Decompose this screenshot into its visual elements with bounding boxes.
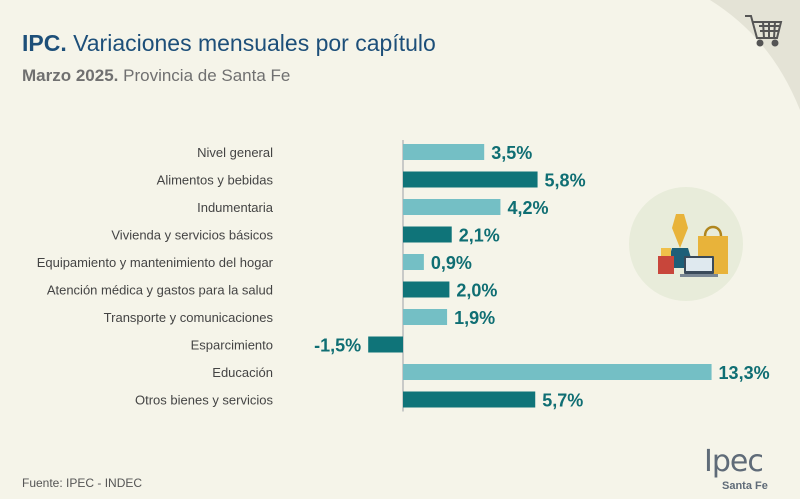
chart-subtitle-rest: Provincia de Santa Fe	[118, 66, 291, 85]
value-label-10: 5,7%	[542, 391, 583, 411]
bar-6	[403, 281, 450, 298]
category-label-8: Esparcimiento	[191, 338, 273, 353]
value-label-9: 13,3%	[719, 363, 770, 383]
value-label-4: 2,1%	[459, 226, 500, 246]
bar-2	[403, 171, 538, 188]
bar-8	[368, 336, 403, 353]
value-label-7: 1,9%	[454, 308, 495, 328]
chart-title: IPC. Variaciones mensuales por capítulo	[22, 30, 436, 57]
category-label-1: Nivel general	[197, 145, 273, 160]
bar-3	[403, 199, 501, 215]
category-label-9: Educación	[212, 365, 273, 380]
logo-main-text: Ipec	[704, 444, 764, 479]
value-label-6: 2,0%	[456, 281, 497, 301]
ipec-logo: Ipec Santa Fe	[704, 444, 784, 493]
chart-title-rest: Variaciones mensuales por capítulo	[66, 30, 436, 56]
category-label-4: Vivienda y servicios básicos	[111, 228, 273, 243]
category-label-10: Otros bienes y servicios	[135, 393, 273, 408]
category-label-7: Transporte y comunicaciones	[104, 310, 274, 325]
value-label-5: 0,9%	[431, 253, 472, 273]
value-label-2: 5,8%	[545, 171, 586, 191]
category-label-3: Indumentaria	[197, 200, 274, 215]
logo-sub-text: Santa Fe	[722, 480, 768, 492]
value-label-3: 4,2%	[507, 198, 548, 218]
bar-7	[403, 309, 448, 325]
category-label-2: Alimentos y bebidas	[157, 173, 274, 188]
bar-1	[403, 144, 485, 160]
bar-5	[403, 254, 424, 270]
bar-10	[403, 391, 536, 408]
shopping-cart-icon	[745, 15, 783, 47]
value-label-8: -1,5%	[314, 336, 361, 356]
category-label-5: Equipamiento y mantenimiento del hogar	[37, 255, 274, 270]
chart-title-bold: IPC.	[22, 30, 67, 56]
chart-subtitle: Marzo 2025. Provincia de Santa Fe	[22, 66, 290, 86]
category-label-6: Atención médica y gastos para la salud	[47, 283, 273, 298]
corner-decoration	[710, 0, 800, 110]
chart-subtitle-bold: Marzo 2025.	[22, 66, 119, 85]
shopping-illustration-icon	[629, 187, 743, 301]
value-label-1: 3,5%	[491, 143, 532, 163]
bar-4	[403, 226, 452, 243]
bar-9	[403, 364, 712, 380]
source-note: Fuente: IPEC - INDEC	[22, 476, 143, 490]
